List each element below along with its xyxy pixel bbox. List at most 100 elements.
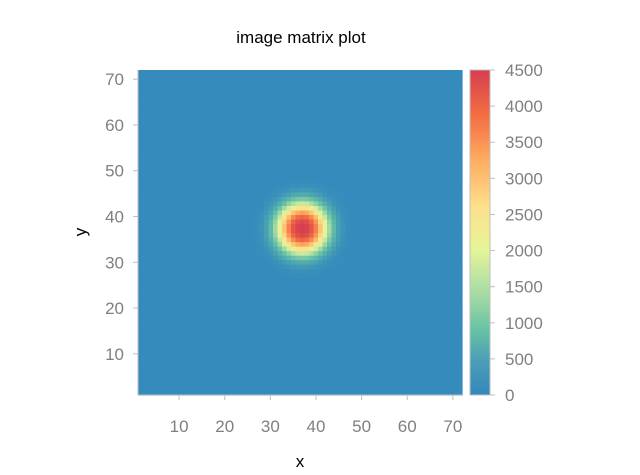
heatmap-cell <box>385 363 391 369</box>
heatmap-cell <box>327 151 333 157</box>
heatmap-cell <box>412 309 418 315</box>
heatmap-cell <box>345 196 351 202</box>
heatmap-cell <box>327 367 333 374</box>
heatmap-cell <box>147 286 153 292</box>
heatmap-cell <box>219 200 225 207</box>
heatmap-cell <box>453 363 459 369</box>
heatmap-cell <box>354 345 360 351</box>
heatmap-cell <box>417 237 423 243</box>
heatmap-cell <box>142 250 148 256</box>
heatmap-cell <box>439 286 445 292</box>
heatmap-cell <box>331 124 337 130</box>
heatmap-cell <box>345 273 351 279</box>
heatmap-cell <box>178 133 184 139</box>
heatmap-cell <box>147 160 153 166</box>
heatmap-cell <box>408 106 414 112</box>
heatmap-cell <box>336 115 342 121</box>
heatmap-cell <box>174 119 180 125</box>
heatmap-cell <box>309 119 315 125</box>
heatmap-cell <box>183 101 189 107</box>
heatmap-cell <box>264 173 270 179</box>
heatmap-cell <box>421 182 427 188</box>
heatmap-cell <box>165 160 171 166</box>
heatmap-cell <box>237 119 243 125</box>
heatmap-cell <box>174 83 180 89</box>
heatmap-cell <box>246 372 252 378</box>
heatmap-cell <box>457 318 463 324</box>
heatmap-cell <box>448 336 454 342</box>
heatmap-cell <box>277 300 283 306</box>
heatmap-cell <box>259 336 265 342</box>
heatmap-cell <box>142 137 148 143</box>
heatmap-cell <box>358 268 364 274</box>
heatmap-cell <box>408 358 414 364</box>
heatmap-cell <box>147 340 153 346</box>
heatmap-cell <box>178 264 184 270</box>
heatmap-cell <box>304 155 310 161</box>
heatmap-cell <box>304 142 310 148</box>
heatmap-cell <box>417 209 423 216</box>
heatmap-cell <box>457 218 463 225</box>
heatmap-cell <box>228 385 234 392</box>
heatmap-cell <box>273 286 279 292</box>
heatmap-cell <box>439 237 445 243</box>
heatmap-cell <box>201 142 207 148</box>
heatmap-cell <box>295 309 301 315</box>
heatmap-cell <box>237 237 243 243</box>
heatmap-cell <box>372 110 378 116</box>
heatmap-cell <box>435 218 441 225</box>
heatmap-cell <box>408 155 414 161</box>
heatmap-cell <box>147 273 153 279</box>
heatmap-cell <box>223 110 229 116</box>
heatmap-cell <box>255 205 261 211</box>
heatmap-cell <box>169 255 175 261</box>
heatmap-cell <box>313 164 319 170</box>
heatmap-cell <box>381 250 387 256</box>
heatmap-cell <box>201 255 207 261</box>
heatmap-cell <box>327 128 333 134</box>
heatmap-cell <box>367 88 373 94</box>
heatmap-cell <box>313 92 319 98</box>
heatmap-cell <box>340 363 346 369</box>
heatmap-cell <box>174 200 180 207</box>
heatmap-cell <box>453 137 459 143</box>
heatmap-cell <box>403 282 409 288</box>
heatmap-cell <box>142 209 148 216</box>
heatmap-cell <box>426 282 432 288</box>
heatmap-cell <box>219 354 225 360</box>
heatmap-cell <box>246 227 252 234</box>
heatmap-cell <box>286 255 292 261</box>
heatmap-cell <box>228 295 234 301</box>
heatmap-cell <box>169 322 175 328</box>
heatmap-cell <box>381 119 387 125</box>
heatmap-cell <box>264 97 270 103</box>
heatmap-cell <box>403 191 409 197</box>
heatmap-cell <box>156 358 162 364</box>
heatmap-cell <box>426 209 432 216</box>
heatmap-cell <box>421 331 427 337</box>
heatmap-cell <box>430 255 436 261</box>
heatmap-cell <box>331 223 337 229</box>
heatmap-cell <box>237 358 243 364</box>
heatmap-cell <box>385 304 391 310</box>
heatmap-cell <box>322 268 328 274</box>
heatmap-cell <box>201 115 207 121</box>
heatmap-cell <box>304 340 310 346</box>
heatmap-cell <box>318 322 324 328</box>
heatmap-cell <box>363 309 369 315</box>
heatmap-cell <box>331 97 337 103</box>
heatmap-cell <box>291 304 297 310</box>
heatmap-cell <box>439 241 445 247</box>
heatmap-cell <box>457 191 463 197</box>
heatmap-cell <box>309 155 315 161</box>
heatmap-cell <box>241 155 247 161</box>
heatmap-cell <box>390 92 396 98</box>
heatmap-cell <box>192 151 198 157</box>
heatmap-cell <box>453 227 459 234</box>
heatmap-cell <box>183 106 189 112</box>
heatmap-cell <box>259 309 265 315</box>
heatmap-cell <box>408 115 414 121</box>
heatmap-cell <box>237 191 243 197</box>
heatmap-cell <box>421 376 427 383</box>
heatmap-cell <box>286 304 292 310</box>
